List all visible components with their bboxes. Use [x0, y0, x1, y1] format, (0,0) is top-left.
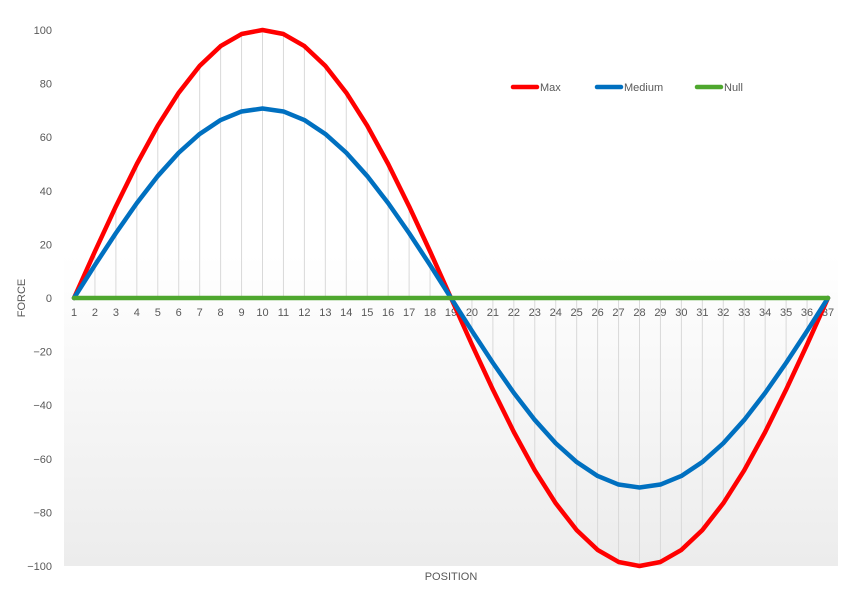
y-tick-label: 100: [34, 25, 52, 37]
x-tick-label: 32: [717, 307, 729, 319]
y-tick-label: 80: [40, 79, 52, 91]
x-tick-label: 20: [466, 307, 478, 319]
y-tick-label: −100: [27, 561, 52, 573]
y-tick-label: 60: [40, 132, 52, 144]
y-tick-label: 20: [40, 239, 52, 251]
x-tick-label: 29: [654, 307, 666, 319]
x-tick-label: 36: [801, 307, 813, 319]
y-axis: 100 80 60 40 20 0 −20 −40 −60 −80 −100: [27, 25, 52, 573]
legend-item-null: Null: [694, 82, 743, 94]
x-tick-label: 1: [71, 307, 77, 319]
x-tick-label: 8: [218, 307, 224, 319]
legend-item-max: Max: [510, 82, 561, 94]
x-tick-label: 22: [508, 307, 520, 319]
x-axis: 1 2 3 4 5 6 7 8 9 10 11 12 13 14 15 16 17 18 19 20 21 22 23 24 2…: [71, 307, 834, 319]
x-tick-label: 26: [591, 307, 603, 319]
x-tick-label: 7: [197, 307, 203, 319]
x-axis-title: POSITION: [425, 571, 478, 583]
x-tick-label: 21: [487, 307, 499, 319]
x-tick-label: 9: [238, 307, 244, 319]
x-tick-label: 6: [176, 307, 182, 319]
plot-background: [64, 150, 838, 566]
y-tick-label: 40: [40, 186, 52, 198]
x-tick-label: 10: [256, 307, 268, 319]
x-tick-label: 35: [780, 307, 792, 319]
x-tick-label: 25: [571, 307, 583, 319]
y-tick-label: −40: [33, 400, 52, 412]
x-tick-label: 33: [738, 307, 750, 319]
legend-label: Null: [724, 82, 743, 94]
x-tick-label: 15: [361, 307, 373, 319]
x-tick-label: 14: [340, 307, 352, 319]
y-tick-label: −60: [33, 454, 52, 466]
x-tick-label: 2: [92, 307, 98, 319]
legend-item-medium: Medium: [594, 82, 663, 94]
x-tick-label: 34: [759, 307, 771, 319]
x-tick-label: 16: [382, 307, 394, 319]
x-tick-label: 31: [696, 307, 708, 319]
y-tick-label: −20: [33, 347, 52, 359]
x-tick-label: 24: [550, 307, 562, 319]
legend-label: Medium: [624, 82, 663, 94]
x-tick-label: 11: [278, 307, 289, 319]
x-tick-label: 18: [424, 307, 436, 319]
x-tick-label: 27: [612, 307, 624, 319]
x-tick-label: 13: [319, 307, 331, 319]
y-tick-label: −80: [33, 507, 52, 519]
x-tick-label: 5: [155, 307, 161, 319]
y-tick-label: 0: [46, 293, 52, 305]
x-tick-label: 4: [134, 307, 140, 319]
x-tick-label: 12: [298, 307, 310, 319]
drop-lines: [94, 30, 808, 566]
series-layer: [71, 27, 831, 569]
x-tick-label: 30: [675, 307, 687, 319]
x-tick-label: 3: [113, 307, 119, 319]
y-axis-title: FORCE: [16, 279, 28, 318]
legend-label: Max: [540, 82, 561, 94]
x-tick-label: 28: [633, 307, 645, 319]
legend: Max Medium Null: [510, 82, 743, 94]
x-tick-label: 23: [529, 307, 541, 319]
x-tick-label: 17: [403, 307, 415, 319]
